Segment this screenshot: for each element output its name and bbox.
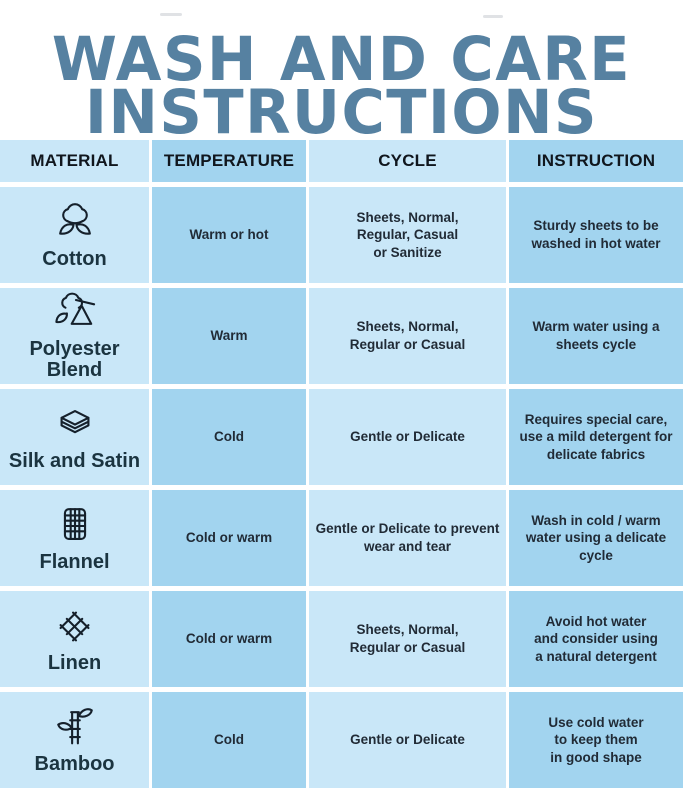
cycle-cell: Gentle or Delicate to prevent wear and t… xyxy=(309,490,506,586)
column-header-instruction: INSTRUCTION xyxy=(509,140,683,182)
temperature-cell: Cold xyxy=(152,389,306,485)
instruction-cell: Wash in cold / warm water using a delica… xyxy=(509,490,683,586)
cycle-text: Gentle or Delicate xyxy=(350,732,465,748)
care-table: MATERIAL TEMPERATURE CYCLE INSTRUCTION C… xyxy=(0,140,683,788)
material-cell: Polyester Blend xyxy=(0,288,149,384)
cycle-cell: Gentle or Delicate xyxy=(309,389,506,485)
temperature-cell: Cold xyxy=(152,692,306,788)
cotton-icon xyxy=(58,202,91,235)
cycle-text: Gentle or Delicate to prevent wear and t… xyxy=(315,521,500,554)
bamboo-icon xyxy=(56,707,93,745)
instruction-text: Requires special care, use a mild deterg… xyxy=(519,411,673,462)
cycle-text: Gentle or Delicate xyxy=(350,429,465,445)
cycle-cell: Sheets, Normal, Regular or Casual xyxy=(309,591,506,687)
material-cell: Bamboo xyxy=(0,692,149,788)
page-title: WASH AND CARE INSTRUCTIONS xyxy=(0,23,683,148)
material-label: Silk and Satin xyxy=(8,449,141,472)
temperature-text: Cold or warm xyxy=(185,631,273,647)
instruction-cell: Sturdy sheets to be washed in hot water xyxy=(509,187,683,283)
temperature-text: Cold xyxy=(214,732,244,748)
cycle-text: Sheets, Normal, Regular or Casual xyxy=(349,319,466,352)
material-label: Bamboo xyxy=(34,752,115,775)
cycle-text: Sheets, Normal, Regular or Casual xyxy=(349,622,466,655)
page-title-line1: WASH AND CARE xyxy=(51,23,632,95)
page-title-line2: INSTRUCTIONS xyxy=(85,76,598,148)
instruction-cell: Avoid hot water and consider using a nat… xyxy=(509,591,683,687)
material-cell: Cotton xyxy=(0,187,149,283)
cycle-cell: Sheets, Normal, Regular, Casual or Sanit… xyxy=(309,187,506,283)
instruction-cell: Warm water using a sheets cycle xyxy=(509,288,683,384)
material-label: Linen xyxy=(47,651,102,674)
instruction-cell: Requires special care, use a mild deterg… xyxy=(509,389,683,485)
cycle-cell: Gentle or Delicate xyxy=(309,692,506,788)
material-cell: Silk and Satin xyxy=(0,389,149,485)
material-label: Flannel xyxy=(39,550,110,573)
material-label: Cotton xyxy=(42,247,107,270)
smudge-mark xyxy=(160,13,182,16)
instruction-text: Wash in cold / warm water using a delica… xyxy=(525,512,667,563)
temperature-cell: Cold or warm xyxy=(152,490,306,586)
temperature-cell: Warm or hot xyxy=(152,187,306,283)
cycle-text: Sheets, Normal, Regular, Casual or Sanit… xyxy=(356,209,459,260)
temperature-text: Warm or hot xyxy=(189,227,269,243)
silk-satin-icon xyxy=(60,409,89,433)
temperature-text: Cold xyxy=(214,429,244,445)
smudge-mark xyxy=(483,15,503,18)
column-header-cycle: CYCLE xyxy=(309,140,506,182)
cycle-cell: Sheets, Normal, Regular or Casual xyxy=(309,288,506,384)
material-cell: Flannel xyxy=(0,490,149,586)
column-header-material: MATERIAL xyxy=(0,140,149,182)
material-cell: Linen xyxy=(0,591,149,687)
temperature-cell: Cold or warm xyxy=(152,591,306,687)
temperature-cell: Warm xyxy=(152,288,306,384)
column-header-temperature: TEMPERATURE xyxy=(152,140,306,182)
flannel-icon xyxy=(63,507,86,540)
instruction-cell: Use cold water to keep them in good shap… xyxy=(509,692,683,788)
instruction-text: Sturdy sheets to be washed in hot water xyxy=(531,218,661,251)
linen-icon xyxy=(59,611,89,642)
polyester-blend-icon xyxy=(54,292,95,325)
instruction-text: Use cold water to keep them in good shap… xyxy=(548,714,644,765)
instruction-text: Warm water using a sheets cycle xyxy=(532,319,660,352)
material-label: Polyester Blend xyxy=(29,337,120,382)
temperature-text: Warm xyxy=(210,328,248,344)
instruction-text: Avoid hot water and consider using a nat… xyxy=(534,613,658,664)
temperature-text: Cold or warm xyxy=(185,530,273,546)
